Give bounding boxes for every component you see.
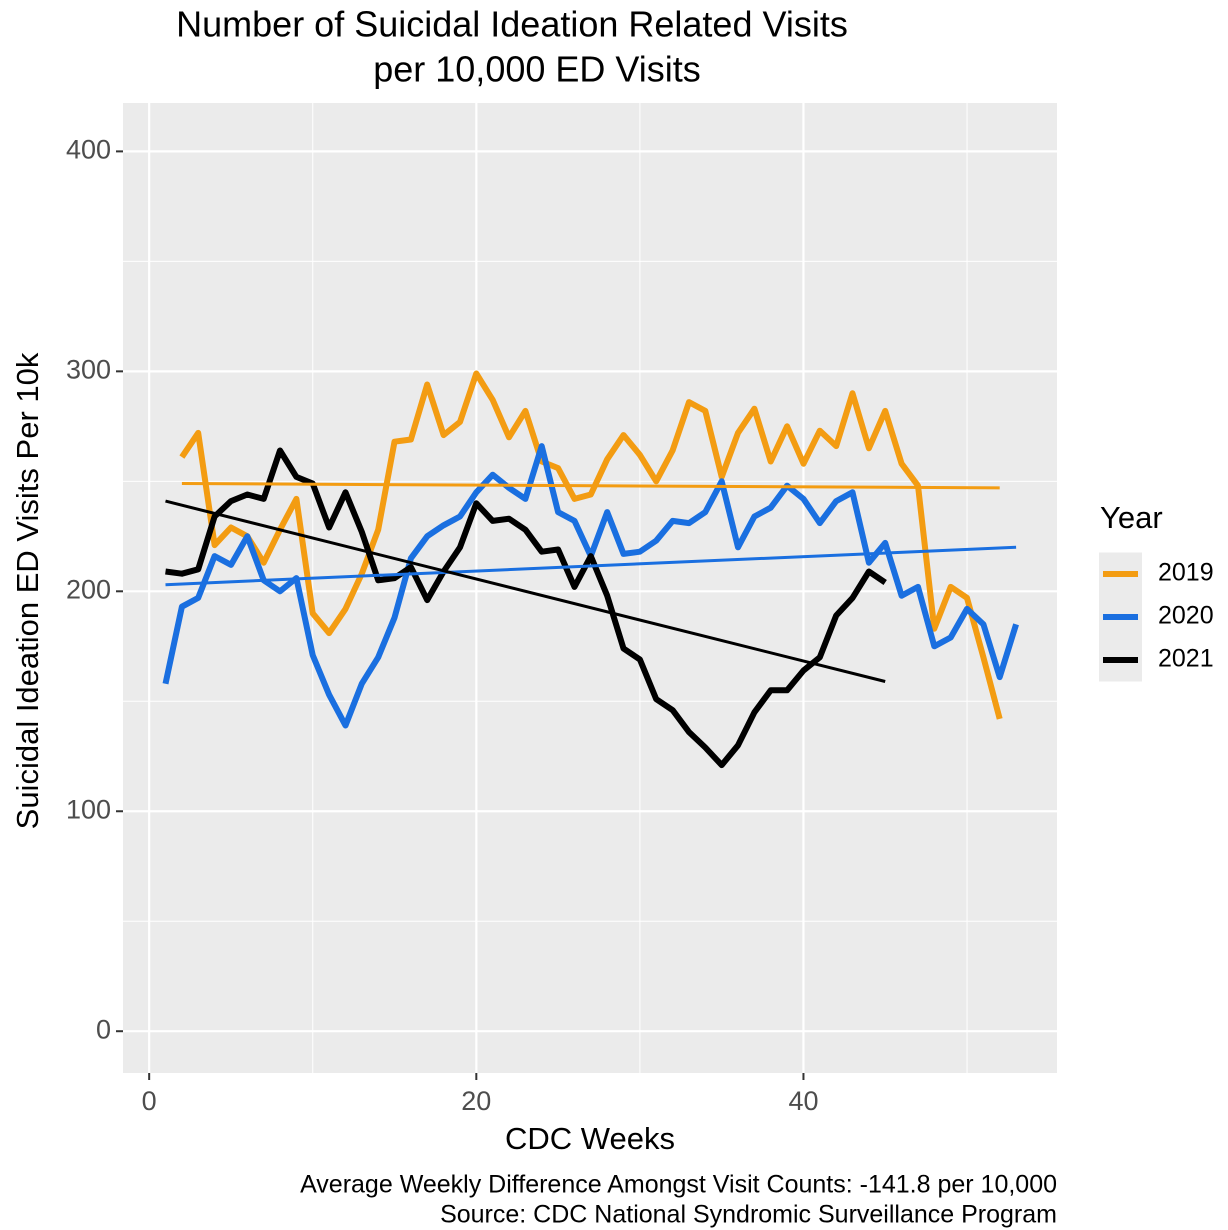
y-tick-label: 0: [96, 1014, 111, 1044]
legend-label: 2020: [1158, 602, 1214, 630]
y-tick-label: 400: [66, 135, 111, 165]
y-axis-label: Suicidal Ideation ED Visits Per 10k: [10, 352, 45, 829]
y-tick-label: 200: [66, 574, 111, 604]
chart-title: Number of Suicidal Ideation Related Visi…: [176, 4, 848, 45]
x-axis-label: CDC Weeks: [505, 1121, 675, 1156]
series-line: [179, 370, 1003, 720]
series-line: [165, 447, 887, 769]
caption: Average Weekly Difference Amongst Visit …: [300, 1171, 1057, 1199]
legend-label: 2021: [1158, 645, 1214, 673]
trend-line: [181, 482, 1000, 490]
trend-line: [165, 545, 1017, 587]
x-tick-label: 40: [788, 1086, 818, 1116]
trend-line: [165, 499, 886, 683]
x-tick-label: 20: [461, 1086, 491, 1116]
legend-label: 2019: [1158, 559, 1214, 587]
legend-title: Year: [1100, 500, 1163, 535]
x-tick-label: 0: [142, 1086, 157, 1116]
caption: Source: CDC National Syndromic Surveilla…: [440, 1201, 1057, 1229]
chart-title: per 10,000 ED Visits: [373, 49, 701, 90]
y-tick-label: 300: [66, 354, 111, 384]
y-tick-label: 100: [66, 794, 111, 824]
